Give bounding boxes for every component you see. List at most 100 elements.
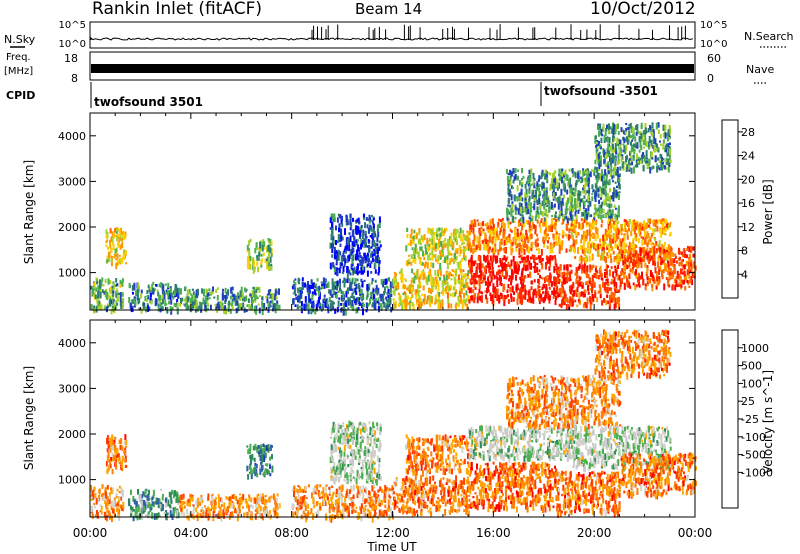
data-cell <box>583 263 586 267</box>
data-cell <box>360 256 363 262</box>
data-cell <box>433 280 436 286</box>
data-cell <box>418 300 421 305</box>
data-cell <box>399 297 402 304</box>
data-cell <box>386 292 389 295</box>
data-cell <box>538 191 541 195</box>
data-cell <box>211 291 214 295</box>
data-cell <box>489 226 492 231</box>
data-cell <box>510 185 513 190</box>
data-cell <box>528 195 531 201</box>
data-cell <box>248 303 251 310</box>
data-cell <box>630 125 633 133</box>
data-cell <box>546 258 549 264</box>
data-cell <box>398 271 401 274</box>
data-cell <box>514 174 517 180</box>
data-cell <box>633 148 636 152</box>
data-cell <box>489 271 492 276</box>
data-cell <box>511 286 514 291</box>
data-cell <box>107 305 110 309</box>
data-cell <box>321 285 324 290</box>
data-cell <box>340 216 343 221</box>
data-cell <box>677 247 680 255</box>
data-cell <box>604 163 607 167</box>
data-cell <box>502 247 505 251</box>
data-cell <box>622 161 625 164</box>
data-cell <box>606 294 609 298</box>
data-cell <box>184 298 186 302</box>
data-cell <box>608 196 611 203</box>
data-cell <box>267 289 270 296</box>
data-cell <box>612 180 614 183</box>
data-cell <box>109 228 112 234</box>
data-cell <box>99 303 102 311</box>
data-cell <box>420 235 423 240</box>
data-cell <box>604 271 606 278</box>
data-cell <box>136 288 139 294</box>
data-cell <box>545 275 548 280</box>
data-cell <box>511 241 514 246</box>
data-cell <box>518 192 521 197</box>
data-cell <box>490 276 493 283</box>
data-cell <box>514 227 516 235</box>
data-cell <box>613 292 616 296</box>
data-cell <box>523 261 526 266</box>
data-cell <box>547 293 550 301</box>
data-cell <box>586 222 589 225</box>
data-cell <box>624 229 627 233</box>
data-cell <box>643 156 646 162</box>
data-cell <box>372 238 375 241</box>
data-cell <box>673 279 676 284</box>
data-cell <box>551 173 554 179</box>
data-cell <box>158 294 161 301</box>
data-cell <box>485 265 488 269</box>
data-cell <box>93 292 96 296</box>
data-cell <box>568 277 571 282</box>
data-cell <box>660 233 663 238</box>
data-cell <box>597 193 600 198</box>
data-cell <box>431 235 434 239</box>
data-cell <box>521 211 524 214</box>
data-cell <box>595 180 598 185</box>
data-cell <box>478 241 481 247</box>
data-cell <box>590 222 593 227</box>
data-cell <box>594 234 597 242</box>
data-cell <box>586 190 589 194</box>
data-cell <box>365 217 368 221</box>
data-cell <box>575 232 578 236</box>
data-cell <box>689 278 692 284</box>
data-region <box>291 277 395 316</box>
data-cell <box>607 167 610 175</box>
data-cell <box>520 206 522 213</box>
data-cell <box>378 240 381 243</box>
data-cell <box>537 211 540 215</box>
data-cell <box>462 276 464 283</box>
data-cell <box>533 254 536 262</box>
data-cell <box>249 263 252 270</box>
data-cell <box>566 189 569 195</box>
data-cell <box>506 216 509 221</box>
data-cell <box>654 243 657 248</box>
data-cell <box>650 272 653 278</box>
data-cell <box>501 218 504 221</box>
data-cell <box>681 280 684 285</box>
data-cell <box>640 236 643 239</box>
data-cell <box>479 274 482 281</box>
data-cell <box>630 167 633 174</box>
data-cell <box>629 246 632 252</box>
data-cell <box>593 214 596 218</box>
data-cell <box>560 209 563 215</box>
data-cell <box>528 191 531 195</box>
data-cell <box>97 290 100 295</box>
data-cell <box>370 214 373 218</box>
data-cell <box>471 260 474 267</box>
data-cell <box>624 162 627 165</box>
data-cell <box>656 280 659 287</box>
data-cell <box>342 291 345 298</box>
data-cell <box>608 231 611 239</box>
data-cell <box>335 283 338 290</box>
data-cell <box>458 254 461 257</box>
data-cell <box>452 270 455 273</box>
data-cell <box>532 189 535 195</box>
data-cell <box>659 228 662 233</box>
data-cell <box>442 233 445 236</box>
